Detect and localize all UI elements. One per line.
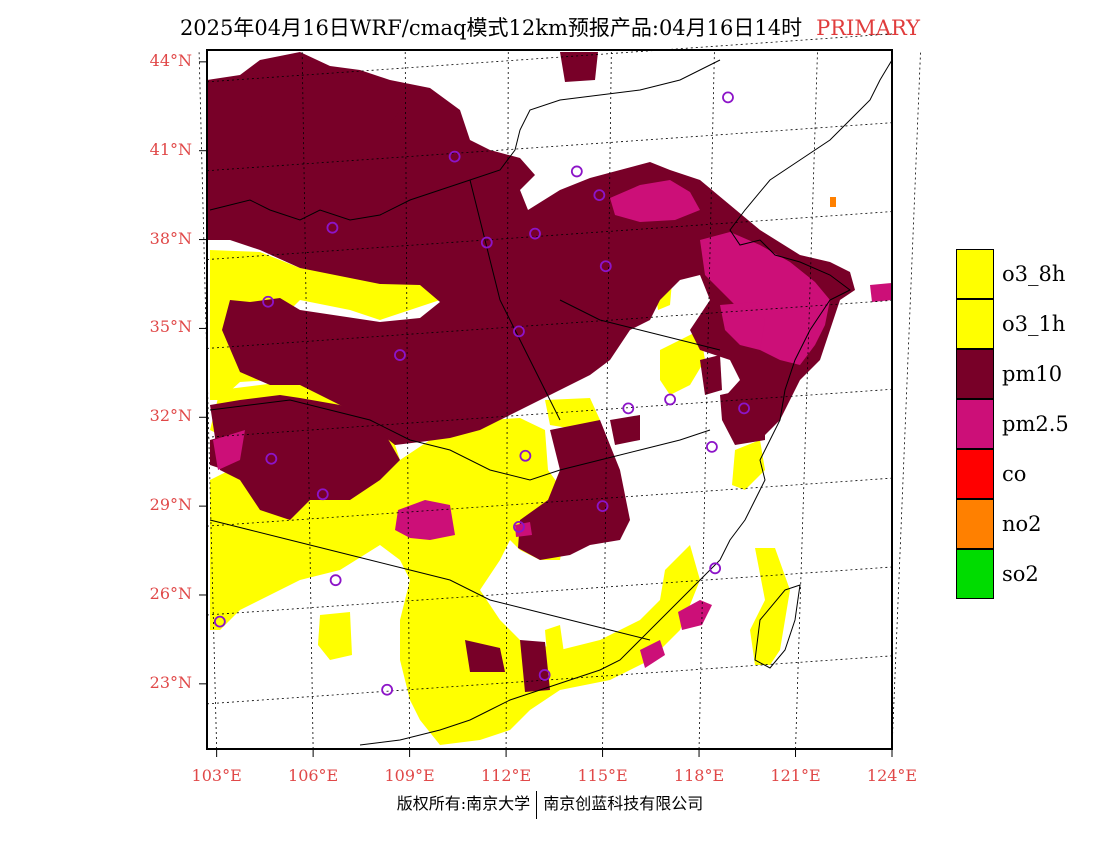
longitude-gridline — [698, 49, 715, 750]
legend-label: pm10 — [1002, 362, 1063, 386]
longitude-label: 115°E — [577, 766, 628, 785]
latitude-label: 26°N — [149, 583, 192, 603]
site-marker — [265, 452, 278, 465]
site-marker — [513, 520, 525, 533]
legend-label: no2 — [1002, 512, 1042, 536]
title-tag: PRIMARY — [816, 16, 921, 40]
longitude-gridline — [602, 49, 612, 750]
boundary-lines — [209, 59, 892, 746]
site-marker — [381, 683, 393, 696]
site-marker — [513, 325, 525, 338]
latitude-label: 35°N — [149, 317, 192, 337]
copyright-right: 南京创蓝科技有限公司 — [543, 794, 704, 813]
longitude-gridline — [891, 49, 921, 750]
legend-swatch — [956, 549, 994, 599]
longitude-label: 106°E — [288, 766, 339, 785]
site-marker — [738, 402, 750, 415]
legend-swatch — [956, 399, 994, 449]
latitude-label: 29°N — [149, 495, 192, 515]
axis-ticks — [199, 61, 893, 757]
copyright: 版权所有:南京大学 南京创蓝科技有限公司 — [0, 790, 1100, 819]
site-marker — [316, 488, 329, 501]
latitude-label: 23°N — [149, 672, 192, 692]
site-marker — [329, 574, 342, 587]
longitude-label: 118°E — [673, 766, 725, 785]
legend-swatch — [956, 299, 994, 349]
legend-label: co — [1002, 462, 1027, 486]
latitude-label: 41°N — [149, 139, 192, 159]
site-marker — [262, 295, 275, 308]
legend-swatch — [956, 349, 994, 399]
longitude-label: 124°E — [866, 766, 918, 785]
copyright-separator — [536, 790, 538, 819]
longitude-gridline — [795, 49, 818, 750]
legend-swatch — [956, 449, 994, 499]
site-marker — [599, 260, 612, 273]
site-marker — [596, 500, 609, 513]
legend-label: so2 — [1002, 562, 1039, 586]
copyright-left: 版权所有:南京大学 — [396, 794, 531, 813]
site-marker — [622, 402, 635, 415]
no2-spot — [830, 197, 836, 207]
latitude-label: 32°N — [149, 406, 192, 426]
longitude-gridline — [301, 49, 314, 750]
longitude-gridline — [404, 49, 411, 750]
longitude-label: 112°E — [480, 766, 532, 785]
site-marker — [480, 236, 493, 249]
site-marker — [709, 562, 722, 575]
monitoring-sites — [213, 91, 750, 696]
legend-label: o3_1h — [1002, 312, 1066, 336]
site-marker — [664, 393, 676, 406]
site-marker — [326, 221, 339, 234]
longitude-gridline — [505, 49, 509, 750]
site-marker — [519, 449, 532, 462]
latitude-label: 44°N — [149, 50, 192, 70]
legend-label: pm2.5 — [1002, 412, 1069, 436]
site-marker — [394, 349, 406, 361]
site-marker — [538, 669, 551, 681]
longitude-gridline — [198, 49, 218, 750]
longitude-label: 103°E — [191, 766, 242, 785]
longitude-label: 121°E — [770, 766, 821, 785]
site-marker — [570, 165, 583, 178]
map-frame — [206, 49, 893, 750]
legend-label: o3_8h — [1002, 262, 1066, 286]
legend-swatch — [956, 499, 994, 549]
site-marker — [213, 615, 226, 628]
site-marker — [722, 91, 734, 104]
longitude-label: 109°E — [384, 766, 435, 785]
site-marker — [448, 150, 461, 163]
title-text: 2025年04月16日WRF/cmaq模式12km预报产品:04月16日14时 — [179, 16, 803, 40]
graticule — [198, 33, 921, 750]
latitude-label: 38°N — [149, 228, 192, 248]
map-title: 2025年04月16日WRF/cmaq模式12km预报产品:04月16日14时 P… — [0, 12, 1100, 42]
site-marker — [529, 227, 541, 240]
pm25-region — [213, 180, 892, 668]
site-marker — [593, 189, 606, 202]
site-marker — [706, 440, 718, 453]
legend-swatch — [956, 249, 994, 299]
